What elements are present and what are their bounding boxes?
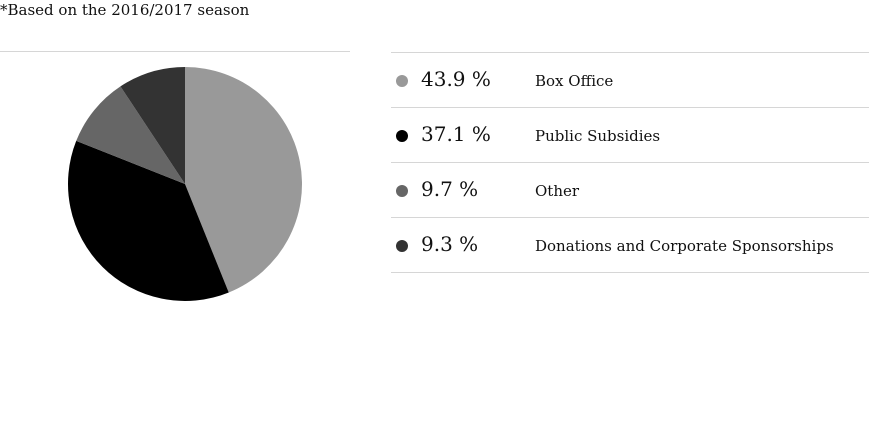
pie-slice-box-office [185, 67, 302, 293]
legend-item-other: 9.7 % Other [391, 163, 869, 218]
legend-value-box-office: 43.9 % [421, 67, 491, 91]
legend-item-donations: 9.3 % Donations and Corporate Sponsorshi… [391, 218, 869, 273]
legend: 43.9 % Box Office 37.1 % Public Subsidie… [391, 52, 869, 273]
legend-item-public-subsidies: 37.1 % Public Subsidies [391, 108, 869, 163]
legend-swatch-donations [396, 240, 408, 252]
legend-value-other: 9.7 % [421, 177, 479, 201]
legend-swatch-public-subsidies [396, 130, 408, 142]
legend-label-public-subsidies: Public Subsidies [535, 127, 661, 145]
legend-swatch-box-office [396, 75, 408, 87]
season-note: *Based on the 2016/2017 season [0, 1, 250, 19]
legend-label-other: Other [535, 182, 580, 200]
pie-chart [67, 67, 302, 301]
pie-slices [67, 67, 302, 301]
pie-slice-public-subsidies [67, 140, 229, 301]
legend-value-public-subsidies: 37.1 % [421, 122, 491, 146]
legend-label-donations: Donations and Corporate Sponsorships [535, 237, 834, 255]
legend-value-donations: 9.3 % [421, 232, 479, 256]
legend-swatch-other [396, 185, 408, 197]
legend-item-box-office: 43.9 % Box Office [391, 53, 869, 108]
pie-slice-other [76, 86, 185, 184]
divider [0, 51, 350, 52]
legend-label-box-office: Box Office [535, 72, 614, 90]
pie-slice-donations [120, 67, 185, 184]
